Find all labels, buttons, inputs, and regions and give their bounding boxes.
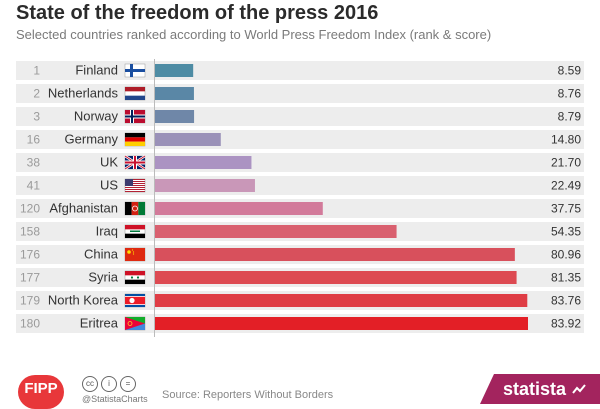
category-label: Syria bbox=[88, 270, 118, 285]
us-flag-icon bbox=[124, 178, 146, 193]
rank-label: 41 bbox=[27, 179, 41, 193]
statista-logo-text: statista bbox=[503, 379, 567, 399]
bar bbox=[155, 317, 528, 330]
rank-label: 180 bbox=[20, 317, 40, 331]
category-label: US bbox=[100, 178, 118, 193]
value-label: 14.80 bbox=[551, 133, 581, 147]
rank-label: 16 bbox=[27, 133, 41, 147]
rank-label: 38 bbox=[27, 156, 41, 170]
bar-chart: 1 Finland 8.59 2 Netherlands 8.76 3 Norway 8.79 1… bbox=[16, 59, 584, 337]
source-note: Source: Reporters Without Borders bbox=[162, 389, 334, 401]
rank-label: 179 bbox=[20, 294, 40, 308]
category-label: Afghanistan bbox=[49, 201, 118, 216]
statista-logo-icon bbox=[572, 384, 586, 394]
eritrea-flag-icon bbox=[124, 316, 146, 331]
fipp-logo: FIPP bbox=[18, 375, 64, 409]
bar bbox=[155, 202, 323, 215]
twitter-handle: @StatistaCharts bbox=[82, 394, 148, 404]
category-label: Germany bbox=[65, 132, 119, 147]
value-label: 22.49 bbox=[551, 179, 581, 193]
iraq-flag-icon bbox=[124, 224, 146, 239]
bar bbox=[155, 133, 221, 146]
value-label: 81.35 bbox=[551, 271, 581, 285]
bar bbox=[155, 64, 194, 77]
value-label: 8.76 bbox=[558, 87, 582, 101]
finland-flag-icon bbox=[124, 63, 146, 78]
bar bbox=[155, 271, 517, 284]
value-label: 83.76 bbox=[551, 294, 581, 308]
bar bbox=[155, 248, 515, 261]
category-label: North Korea bbox=[48, 293, 119, 308]
uk-flag-icon bbox=[124, 154, 146, 171]
rank-label: 1 bbox=[33, 64, 40, 78]
bar bbox=[155, 156, 252, 169]
norway-flag-icon bbox=[124, 109, 146, 124]
by-icon: i bbox=[101, 376, 117, 392]
category-label: Norway bbox=[74, 109, 119, 124]
category-label: Netherlands bbox=[48, 86, 119, 101]
rank-label: 120 bbox=[20, 202, 40, 216]
afghanistan-flag-icon bbox=[124, 201, 146, 216]
category-label: Finland bbox=[75, 63, 118, 78]
value-label: 80.96 bbox=[551, 248, 581, 262]
category-label: Eritrea bbox=[80, 316, 119, 331]
rank-label: 3 bbox=[33, 110, 40, 124]
value-label: 83.92 bbox=[551, 317, 581, 331]
syria-flag-icon bbox=[124, 270, 146, 285]
nd-icon: = bbox=[120, 376, 136, 392]
china-flag-icon bbox=[124, 247, 146, 262]
value-label: 8.79 bbox=[558, 110, 582, 124]
value-label: 37.75 bbox=[551, 202, 581, 216]
germany-flag-icon bbox=[124, 132, 146, 147]
bar bbox=[155, 110, 195, 123]
bar bbox=[155, 225, 397, 238]
value-label: 21.70 bbox=[551, 156, 581, 170]
bar bbox=[155, 294, 528, 307]
netherlands-flag-icon bbox=[124, 86, 146, 101]
category-label: Iraq bbox=[96, 224, 118, 239]
category-label: China bbox=[84, 247, 119, 262]
chart-subtitle: Selected countries ranked according to W… bbox=[16, 27, 492, 42]
category-label: UK bbox=[100, 155, 118, 170]
rank-label: 2 bbox=[33, 87, 40, 101]
north-korea-flag-icon bbox=[124, 293, 146, 308]
value-label: 8.59 bbox=[558, 64, 582, 78]
rank-label: 158 bbox=[20, 225, 40, 239]
footer: FIPP cc i = @StatistaCharts Source: Repo… bbox=[0, 370, 600, 409]
cc-icon: cc bbox=[82, 376, 98, 392]
bar bbox=[155, 179, 255, 192]
bar bbox=[155, 87, 194, 100]
chart-title: State of the freedom of the press 2016 bbox=[16, 2, 379, 24]
license-icons: cc i = bbox=[82, 376, 136, 392]
rank-label: 176 bbox=[20, 248, 40, 262]
value-label: 54.35 bbox=[551, 225, 581, 239]
rank-label: 177 bbox=[20, 271, 40, 285]
